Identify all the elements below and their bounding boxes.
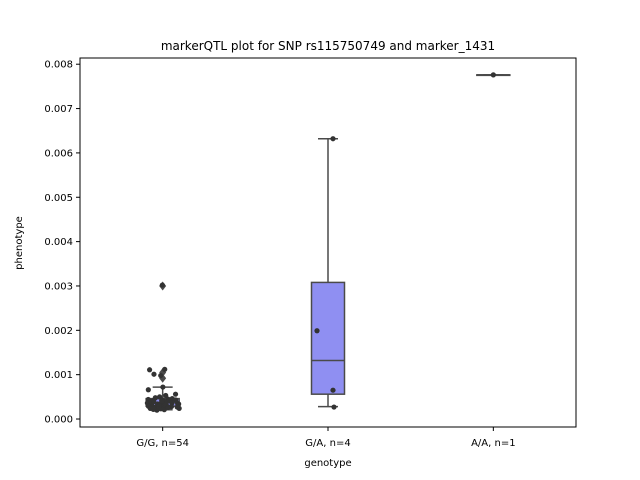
- data-point: [156, 403, 162, 409]
- data-point: [159, 282, 165, 288]
- x-tick-label: G/A, n=4: [305, 438, 350, 449]
- box-iqr: [310, 281, 346, 395]
- data-point: [162, 366, 168, 372]
- box-1: [310, 137, 346, 408]
- data-point: [145, 387, 151, 393]
- plot-area: [144, 72, 511, 413]
- y-tick-label: 0.007: [44, 104, 73, 115]
- data-point: [173, 397, 179, 403]
- x-tick-label: G/G, n=54: [136, 438, 189, 449]
- x-axis-ticks: G/G, n=54 G/A, n=4 A/A, n=1: [136, 427, 516, 449]
- y-tick-label: 0.008: [44, 60, 73, 71]
- data-point: [146, 367, 153, 373]
- y-tick-label: 0.006: [44, 148, 73, 159]
- y-tick-label: 0.002: [44, 326, 73, 337]
- data-point: [174, 404, 180, 410]
- box-0: [145, 281, 180, 411]
- y-tick-label: 0.004: [44, 237, 73, 248]
- data-point: [151, 371, 157, 377]
- data-point: [331, 404, 337, 410]
- x-tick-label: A/A, n=1: [471, 438, 516, 449]
- y-axis-label: phenotype: [14, 216, 25, 270]
- data-point: [160, 384, 166, 390]
- y-axis-ticks: 0.000 0.001 0.002 0.003 0.004 0.005 0.006 0.007…: [44, 60, 80, 426]
- data-point: [159, 398, 165, 404]
- chart-title: markerQTL plot for SNP rs115750749 and m…: [161, 39, 495, 53]
- y-tick-label: 0.003: [44, 281, 73, 292]
- y-tick-label: 0.000: [44, 415, 73, 426]
- y-tick-label: 0.005: [44, 193, 73, 204]
- data-point: [151, 399, 157, 405]
- x-axis-label: genotype: [304, 458, 351, 469]
- y-tick-label: 0.001: [44, 370, 73, 381]
- data-point: [158, 372, 164, 379]
- data-point: [330, 387, 336, 393]
- data-point: [165, 404, 171, 411]
- data-point: [314, 328, 320, 334]
- data-point: [490, 72, 496, 78]
- data-point: [330, 136, 336, 142]
- data-point: [172, 391, 179, 397]
- data-point: [150, 406, 156, 412]
